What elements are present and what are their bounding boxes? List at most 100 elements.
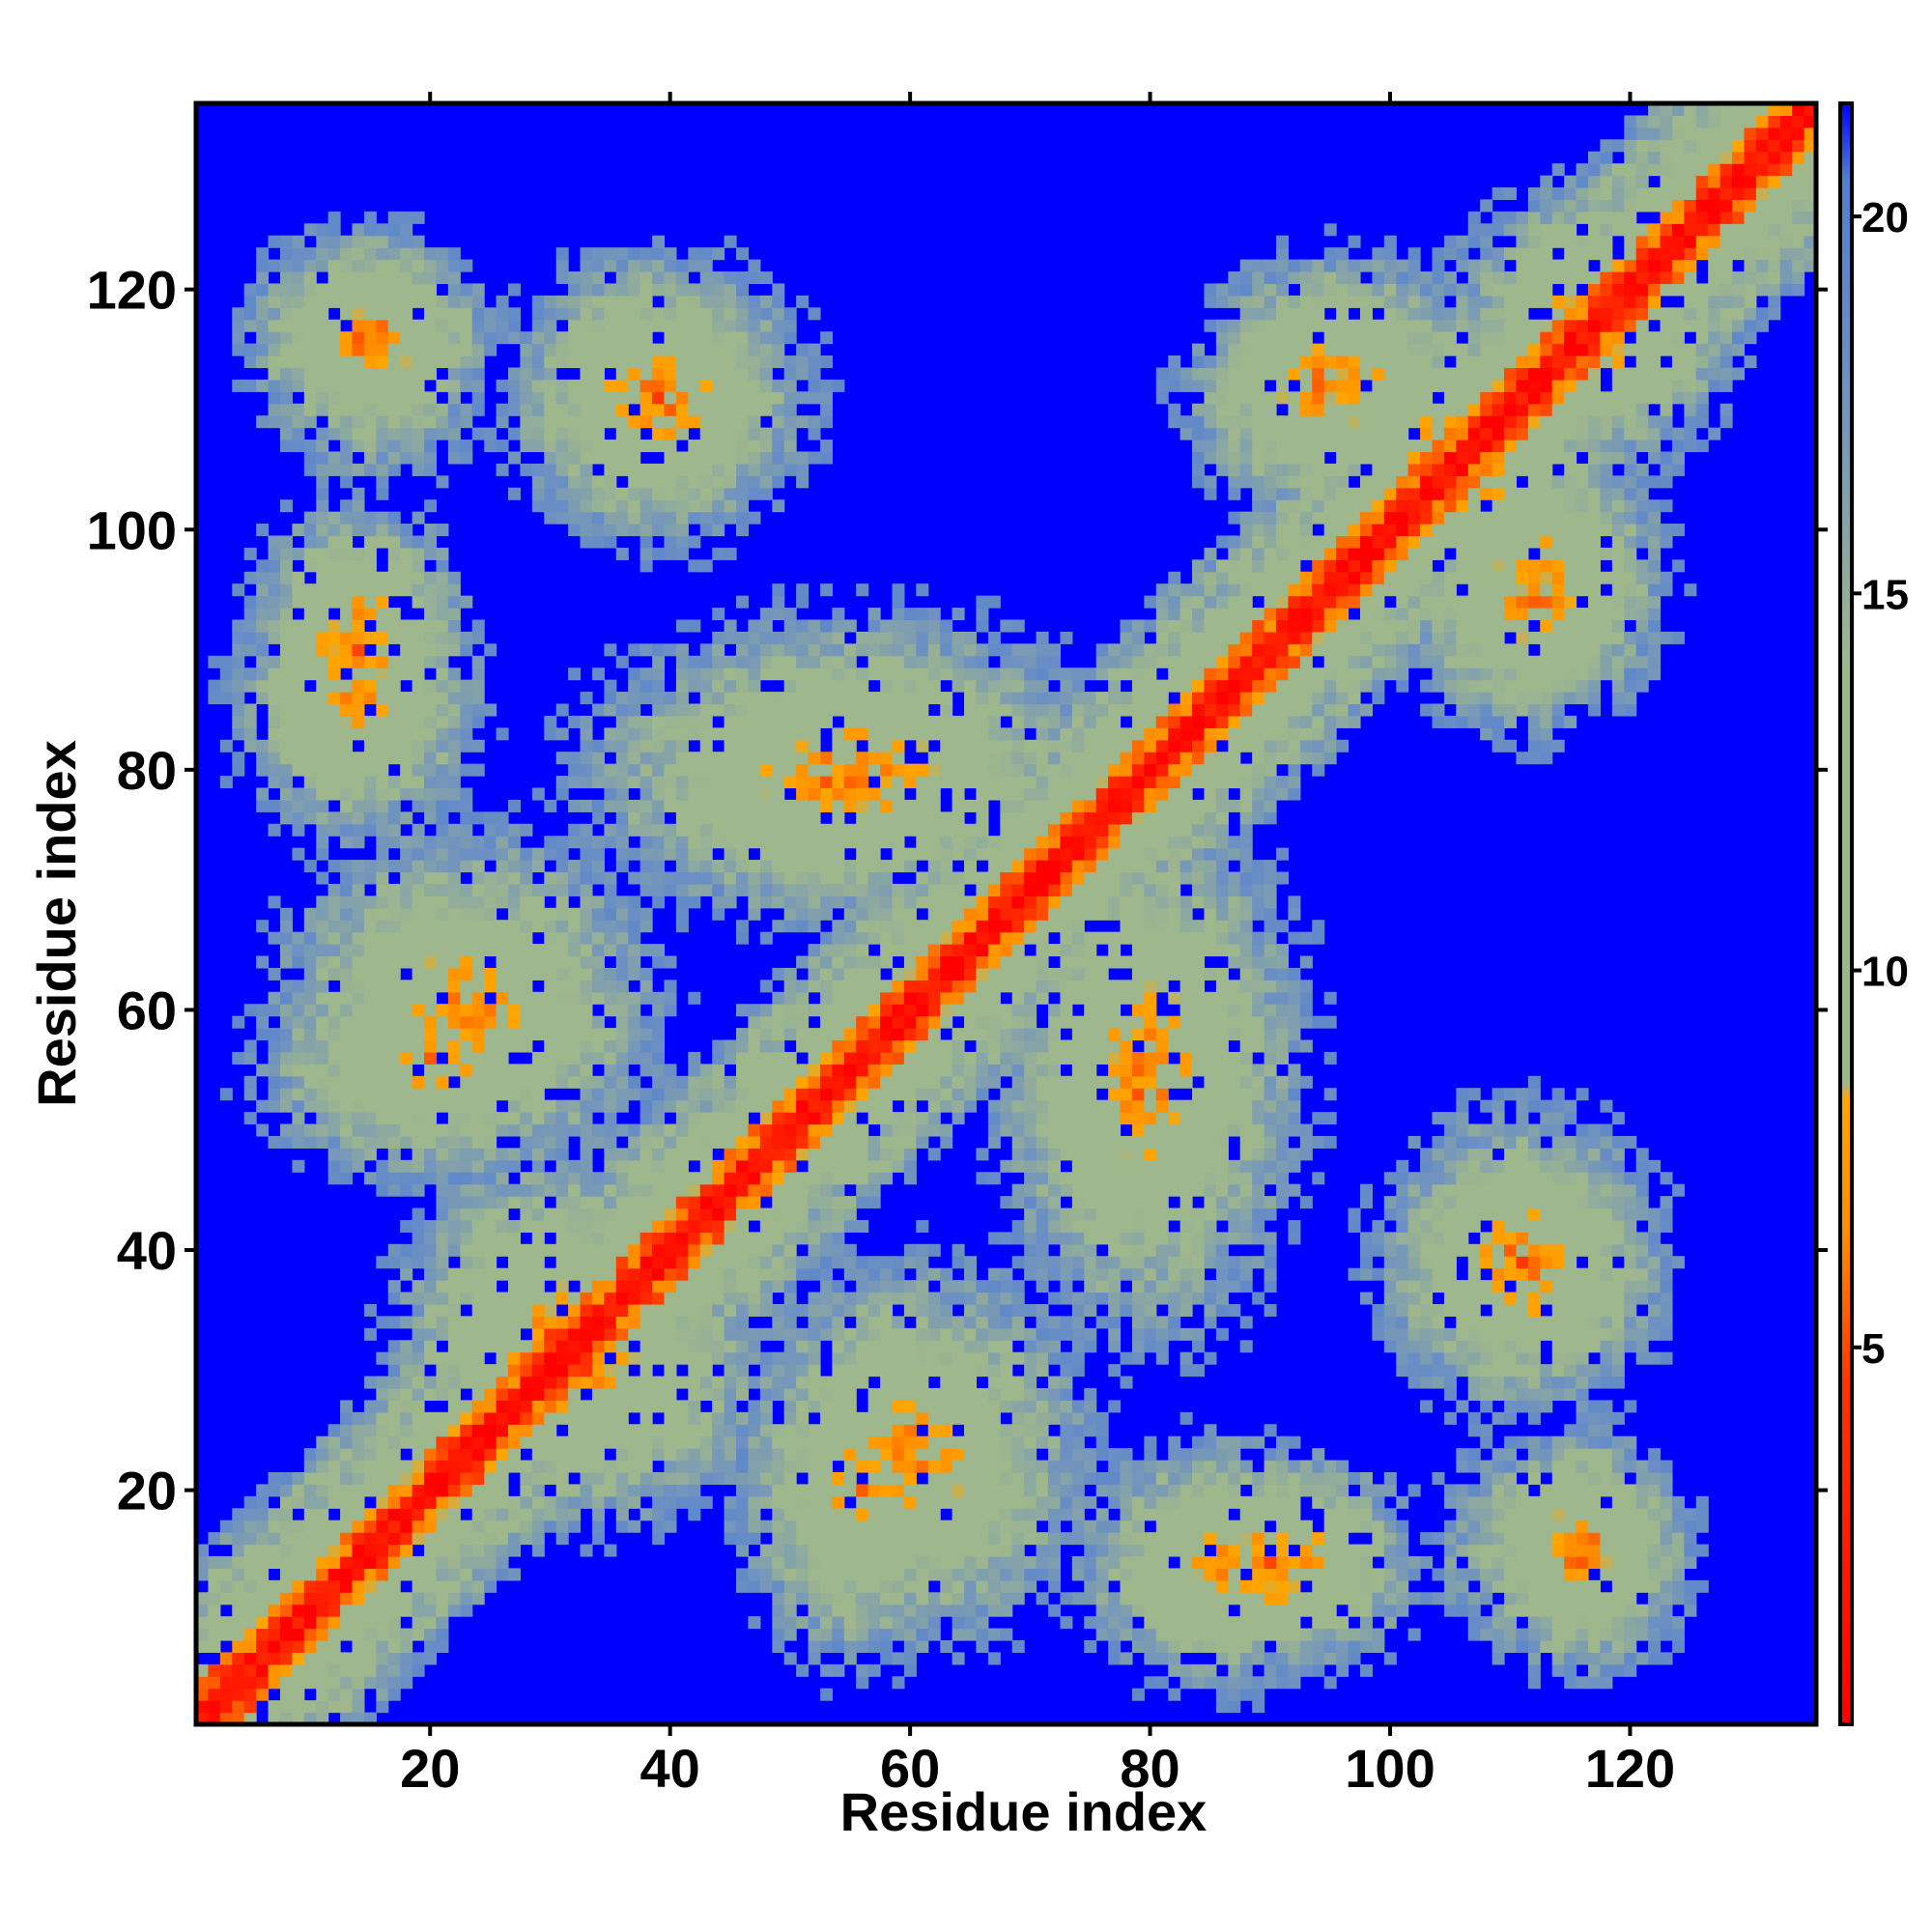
heatmap-cell xyxy=(867,1555,881,1570)
heatmap-cell xyxy=(555,1135,569,1149)
heatmap-cell xyxy=(327,703,341,717)
heatmap-cell xyxy=(712,1267,725,1281)
heatmap-cell xyxy=(772,1460,785,1473)
heatmap-cell xyxy=(819,619,833,633)
heatmap-cell xyxy=(856,1639,869,1654)
heatmap-cell xyxy=(412,1219,425,1233)
heatmap-cell xyxy=(460,1555,473,1570)
heatmap-cell xyxy=(400,1292,413,1305)
heatmap-cell xyxy=(639,403,653,416)
heatmap-cell xyxy=(724,331,737,345)
heatmap-cell xyxy=(892,1387,905,1401)
heatmap-cell xyxy=(892,763,905,777)
heatmap-cell xyxy=(363,1028,377,1041)
heatmap-cell xyxy=(772,463,785,476)
heatmap-cell xyxy=(675,668,689,681)
heatmap-cell xyxy=(748,379,761,392)
heatmap-cell xyxy=(591,367,605,381)
heatmap-cell xyxy=(783,1148,797,1161)
heatmap-cell xyxy=(292,1495,305,1509)
heatmap-cell xyxy=(256,631,270,644)
heatmap-cell xyxy=(736,643,750,657)
heatmap-cell xyxy=(808,836,821,849)
heatmap-cell xyxy=(256,1015,270,1029)
heatmap-cell xyxy=(436,1639,449,1654)
heatmap-cell xyxy=(615,1267,629,1281)
heatmap-cell xyxy=(327,1604,341,1617)
heatmap-cell xyxy=(856,1376,869,1389)
heatmap-cell xyxy=(604,836,617,849)
heatmap-cell xyxy=(916,1219,929,1233)
heatmap-cell xyxy=(327,1652,341,1665)
heatmap-cell xyxy=(843,920,857,933)
heatmap-cell xyxy=(712,331,725,345)
heatmap-cell xyxy=(279,1051,293,1065)
heatmap-cell xyxy=(352,967,365,980)
heatmap-cell xyxy=(927,1628,941,1641)
heatmap-cell xyxy=(555,883,569,896)
heatmap-cell xyxy=(303,535,317,549)
heatmap-cell xyxy=(520,1316,533,1329)
heatmap-cell xyxy=(843,619,857,633)
heatmap-cell xyxy=(555,427,569,440)
heatmap-cell xyxy=(484,1148,497,1161)
heatmap-cell xyxy=(303,752,317,765)
heatmap-cell xyxy=(387,907,401,921)
heatmap-cell xyxy=(412,440,425,453)
heatmap-cell xyxy=(796,860,810,873)
heatmap-cell xyxy=(591,1508,605,1521)
heatmap-cell xyxy=(400,427,413,440)
heatmap-cell xyxy=(736,1208,750,1221)
heatmap-cell xyxy=(688,991,701,1005)
heatmap-cell xyxy=(400,1400,413,1413)
heatmap-cell xyxy=(652,1256,666,1269)
heatmap-cell xyxy=(340,331,354,345)
heatmap-cell xyxy=(712,487,725,500)
heatmap-cell xyxy=(796,980,810,993)
heatmap-cell xyxy=(412,1628,425,1641)
heatmap-cell xyxy=(436,1435,449,1449)
heatmap-cell xyxy=(615,415,629,429)
heatmap-cell xyxy=(819,1183,833,1197)
heatmap-cell xyxy=(639,776,653,789)
heatmap-cell xyxy=(664,752,677,765)
heatmap-cell xyxy=(736,1376,750,1389)
heatmap-cell xyxy=(303,1028,317,1041)
heatmap-cell xyxy=(292,692,305,705)
heatmap-cell xyxy=(903,907,917,921)
heatmap-cell xyxy=(808,907,821,921)
heatmap-cell xyxy=(736,403,750,416)
heatmap-cell xyxy=(867,895,881,909)
heatmap-cell xyxy=(903,679,917,693)
heatmap-cell xyxy=(880,1604,894,1617)
heatmap-cell xyxy=(316,295,329,308)
heatmap-cell xyxy=(520,1508,533,1521)
heatmap-cell xyxy=(460,1232,473,1245)
heatmap-cell xyxy=(460,920,473,933)
heatmap-cell xyxy=(352,1676,365,1690)
heatmap-cell xyxy=(736,463,750,476)
heatmap-cell xyxy=(447,1340,461,1353)
heatmap-cell xyxy=(867,1172,881,1185)
heatmap-cell xyxy=(531,1508,545,1521)
heatmap-cell xyxy=(447,1232,461,1245)
heatmap-cell xyxy=(303,415,317,429)
heatmap-cell xyxy=(531,1123,545,1137)
heatmap-cell xyxy=(544,883,557,896)
heatmap-cell xyxy=(327,1051,341,1065)
heatmap-cell xyxy=(279,1544,293,1557)
heatmap-cell xyxy=(736,283,750,297)
heatmap-cell xyxy=(268,283,281,297)
heatmap-cell xyxy=(243,1579,257,1593)
heatmap-cell xyxy=(327,1064,341,1077)
heatmap-cell xyxy=(819,1508,833,1521)
heatmap-cell xyxy=(843,1051,857,1065)
heatmap-cell xyxy=(712,1099,725,1113)
heatmap-cell xyxy=(376,1700,389,1714)
heatmap-cell xyxy=(591,811,605,825)
heatmap-cell xyxy=(520,427,533,440)
heatmap-cell xyxy=(927,1064,941,1077)
heatmap-cell xyxy=(903,1051,917,1065)
heatmap-cell xyxy=(832,1088,845,1101)
heatmap-cell xyxy=(675,860,689,873)
